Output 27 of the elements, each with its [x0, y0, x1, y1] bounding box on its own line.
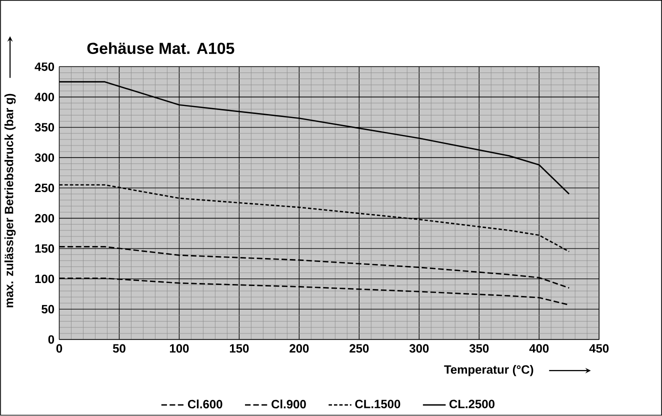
y-tick-label: 250	[34, 184, 54, 192]
x-tick-label: 0	[56, 344, 62, 353]
x-axis-title: Temperatur (°C)	[444, 365, 534, 376]
legend-label: CL.1500	[355, 400, 400, 408]
y-axis-title: max. zulässiger Betriebsdruck (bar g)	[4, 94, 16, 308]
x-tick-label: 200	[290, 344, 309, 353]
y-tick-label: 50	[42, 305, 54, 314]
x-tick-label: 350	[469, 344, 489, 353]
y-tick-label: 0	[48, 335, 54, 344]
y-tick-label: 200	[34, 214, 54, 223]
x-tick-label: 150	[230, 344, 249, 353]
x-tick-label: 400	[529, 344, 549, 353]
x-tick-label: 250	[350, 344, 369, 353]
x-tick-label: 100	[170, 344, 189, 353]
y-tick-label: 350	[34, 123, 54, 132]
legend-label: Cl.900	[272, 400, 306, 409]
legend-label: Cl.600	[188, 400, 222, 409]
y-tick-label: 100	[35, 274, 54, 284]
x-tick-label: 50	[112, 344, 126, 353]
chart-title: Gehäuse Mat. A105	[87, 42, 234, 54]
y-tick-label: 450	[34, 62, 54, 72]
y-tick-label: 150	[35, 244, 54, 253]
x-tick-label: 300	[409, 344, 429, 353]
x-tick-label: 450	[589, 344, 609, 353]
legend-label: CL.2500	[449, 400, 494, 408]
y-tick-label: 300	[34, 154, 54, 162]
y-tick-label: 400	[34, 92, 54, 102]
